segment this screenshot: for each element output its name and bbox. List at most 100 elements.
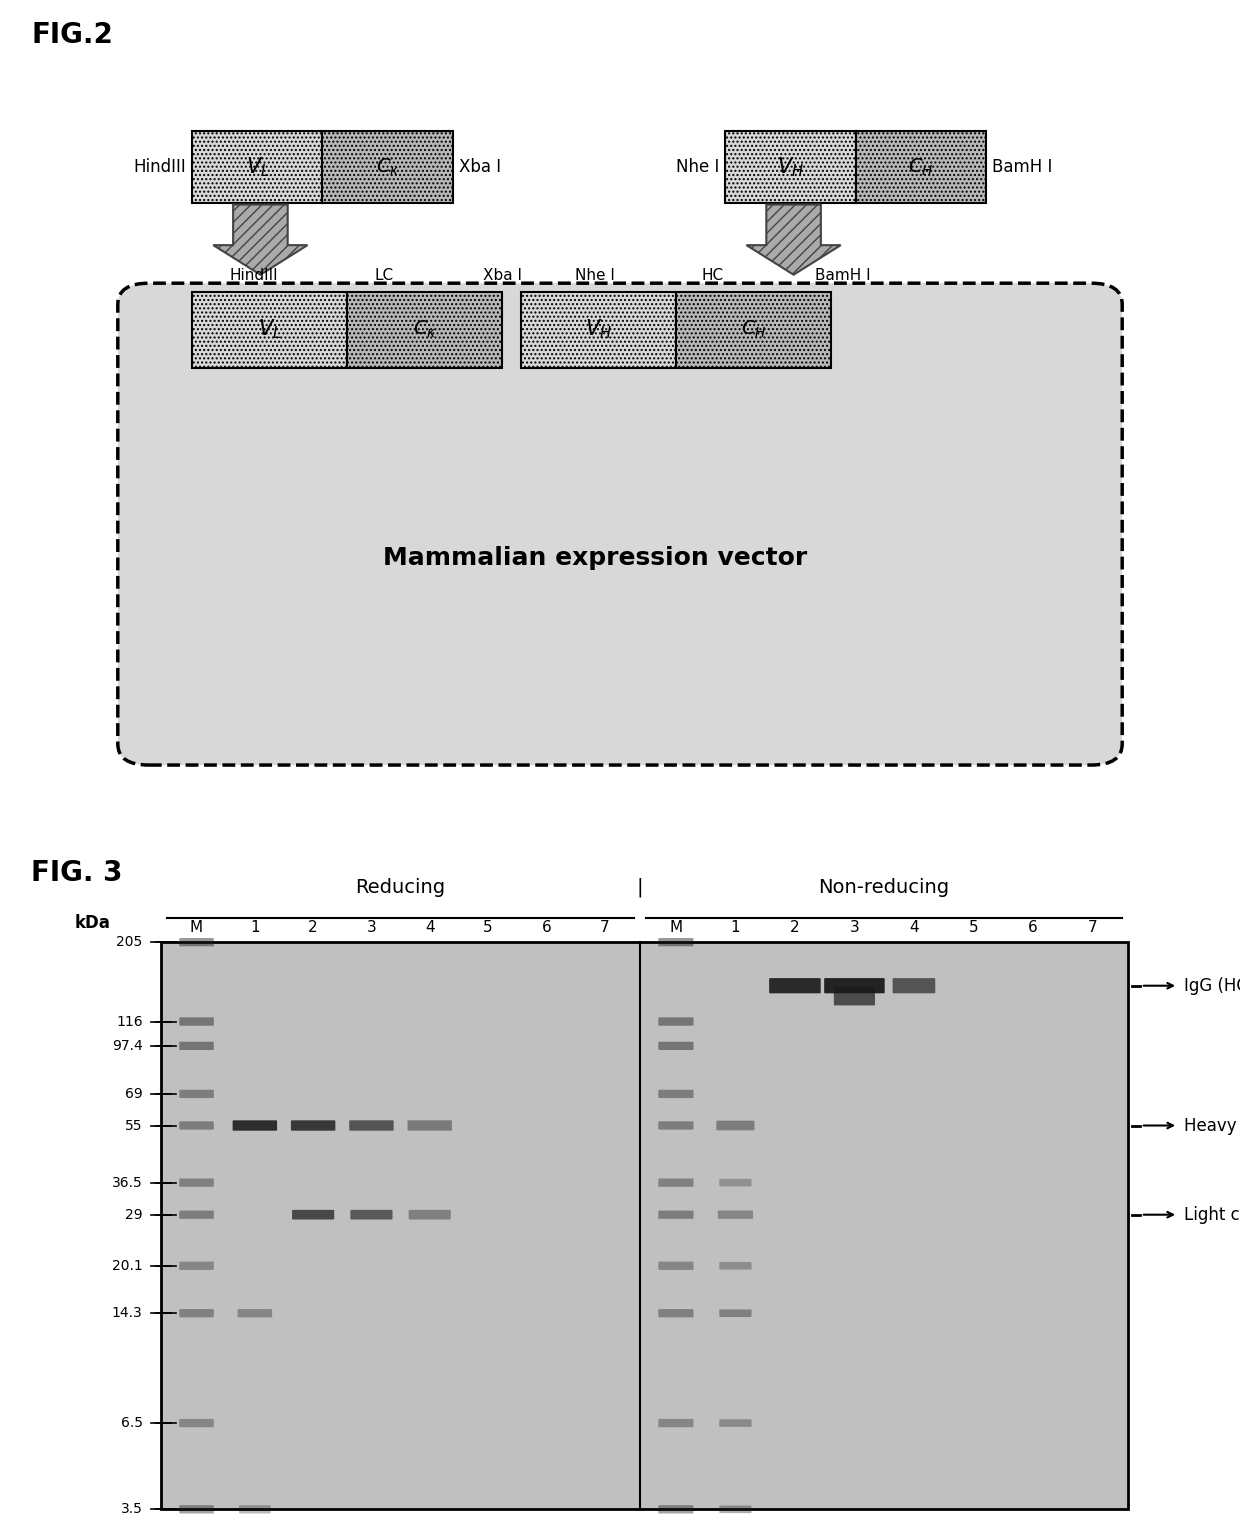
Text: 6: 6 bbox=[1028, 921, 1038, 934]
FancyBboxPatch shape bbox=[769, 978, 821, 993]
Text: kDa: kDa bbox=[76, 915, 110, 931]
Text: LC: LC bbox=[374, 267, 394, 283]
Text: HindIII: HindIII bbox=[229, 267, 279, 283]
FancyBboxPatch shape bbox=[718, 1211, 753, 1219]
Text: 2: 2 bbox=[309, 921, 317, 934]
Text: 1: 1 bbox=[250, 921, 259, 934]
FancyBboxPatch shape bbox=[719, 1419, 751, 1426]
Text: 55: 55 bbox=[125, 1119, 143, 1133]
Text: 97.4: 97.4 bbox=[112, 1039, 143, 1053]
FancyBboxPatch shape bbox=[676, 292, 831, 367]
FancyBboxPatch shape bbox=[719, 1310, 751, 1317]
FancyBboxPatch shape bbox=[192, 292, 347, 367]
FancyBboxPatch shape bbox=[825, 978, 884, 993]
Text: $C_\kappa$: $C_\kappa$ bbox=[413, 320, 436, 340]
FancyBboxPatch shape bbox=[658, 1310, 693, 1317]
FancyBboxPatch shape bbox=[725, 131, 856, 203]
Text: 5: 5 bbox=[968, 921, 978, 934]
FancyBboxPatch shape bbox=[658, 1419, 693, 1428]
FancyBboxPatch shape bbox=[118, 283, 1122, 765]
FancyBboxPatch shape bbox=[180, 1310, 213, 1317]
FancyBboxPatch shape bbox=[233, 1120, 277, 1131]
FancyBboxPatch shape bbox=[717, 1120, 754, 1130]
FancyBboxPatch shape bbox=[180, 1042, 213, 1050]
Text: BamH I: BamH I bbox=[816, 267, 870, 283]
FancyBboxPatch shape bbox=[719, 1262, 751, 1270]
Text: Xba I: Xba I bbox=[482, 267, 522, 283]
Text: 116: 116 bbox=[117, 1014, 143, 1028]
Text: $V_H$: $V_H$ bbox=[585, 318, 611, 341]
Text: Nhe I: Nhe I bbox=[676, 158, 719, 177]
FancyBboxPatch shape bbox=[521, 292, 676, 367]
Text: 7: 7 bbox=[600, 921, 609, 934]
Text: |: | bbox=[636, 878, 644, 898]
FancyBboxPatch shape bbox=[658, 1122, 693, 1130]
Text: FIG.2: FIG.2 bbox=[31, 22, 113, 49]
Text: 4: 4 bbox=[909, 921, 919, 934]
Text: M: M bbox=[190, 921, 203, 934]
FancyBboxPatch shape bbox=[409, 1210, 451, 1219]
FancyBboxPatch shape bbox=[658, 1505, 693, 1514]
Text: 20.1: 20.1 bbox=[112, 1259, 143, 1273]
Text: Nhe I: Nhe I bbox=[575, 267, 615, 283]
Text: $V_L$: $V_L$ bbox=[258, 318, 281, 341]
FancyBboxPatch shape bbox=[856, 131, 986, 203]
Text: $V_H$: $V_H$ bbox=[777, 155, 804, 178]
FancyBboxPatch shape bbox=[658, 1179, 693, 1187]
Text: M: M bbox=[670, 921, 682, 934]
Text: Mammalian expression vector: Mammalian expression vector bbox=[383, 546, 807, 570]
Text: Reducing: Reducing bbox=[356, 878, 445, 898]
FancyBboxPatch shape bbox=[238, 1310, 272, 1317]
Text: 14.3: 14.3 bbox=[112, 1306, 143, 1320]
Text: Heavy chain: Heavy chain bbox=[1184, 1116, 1240, 1134]
Text: Xba I: Xba I bbox=[459, 158, 501, 177]
Text: 205: 205 bbox=[117, 934, 143, 950]
Text: 2: 2 bbox=[790, 921, 800, 934]
FancyBboxPatch shape bbox=[658, 1042, 693, 1050]
FancyBboxPatch shape bbox=[293, 1210, 335, 1219]
FancyBboxPatch shape bbox=[719, 1179, 751, 1187]
Text: 6.5: 6.5 bbox=[120, 1416, 143, 1429]
Text: 6: 6 bbox=[542, 921, 552, 934]
FancyBboxPatch shape bbox=[180, 1179, 213, 1187]
Text: 3: 3 bbox=[367, 921, 376, 934]
FancyBboxPatch shape bbox=[658, 1090, 693, 1097]
FancyBboxPatch shape bbox=[658, 1017, 693, 1025]
FancyBboxPatch shape bbox=[351, 1210, 393, 1219]
Text: $C_H$: $C_H$ bbox=[740, 320, 766, 340]
FancyBboxPatch shape bbox=[180, 1211, 213, 1219]
FancyBboxPatch shape bbox=[180, 1262, 213, 1270]
FancyBboxPatch shape bbox=[239, 1505, 270, 1514]
Text: $V_L$: $V_L$ bbox=[246, 155, 269, 178]
Text: $C_H$: $C_H$ bbox=[908, 157, 934, 178]
Polygon shape bbox=[746, 204, 841, 275]
FancyBboxPatch shape bbox=[161, 942, 1128, 1509]
FancyBboxPatch shape bbox=[322, 131, 453, 203]
FancyBboxPatch shape bbox=[658, 1211, 693, 1219]
FancyBboxPatch shape bbox=[658, 938, 693, 947]
FancyBboxPatch shape bbox=[833, 987, 875, 1005]
Text: 36.5: 36.5 bbox=[112, 1176, 143, 1190]
FancyBboxPatch shape bbox=[180, 1122, 213, 1130]
FancyBboxPatch shape bbox=[719, 1506, 751, 1512]
Text: 7: 7 bbox=[1087, 921, 1097, 934]
Text: 4: 4 bbox=[425, 921, 434, 934]
Text: 3.5: 3.5 bbox=[120, 1502, 143, 1517]
FancyBboxPatch shape bbox=[291, 1120, 335, 1131]
Text: IgG (HC+LC): IgG (HC+LC) bbox=[1184, 976, 1240, 994]
Text: 29: 29 bbox=[125, 1208, 143, 1222]
Text: Non-reducing: Non-reducing bbox=[818, 878, 950, 898]
FancyBboxPatch shape bbox=[180, 1505, 213, 1514]
Text: HC: HC bbox=[702, 267, 724, 283]
FancyBboxPatch shape bbox=[408, 1120, 451, 1131]
FancyBboxPatch shape bbox=[347, 292, 502, 367]
FancyBboxPatch shape bbox=[180, 1090, 213, 1097]
Text: 3: 3 bbox=[849, 921, 859, 934]
Text: FIG. 3: FIG. 3 bbox=[31, 859, 123, 887]
FancyBboxPatch shape bbox=[658, 1262, 693, 1270]
FancyBboxPatch shape bbox=[180, 1017, 213, 1025]
Polygon shape bbox=[213, 204, 308, 275]
Text: BamH I: BamH I bbox=[992, 158, 1053, 177]
FancyBboxPatch shape bbox=[350, 1120, 393, 1131]
FancyBboxPatch shape bbox=[180, 1419, 213, 1428]
